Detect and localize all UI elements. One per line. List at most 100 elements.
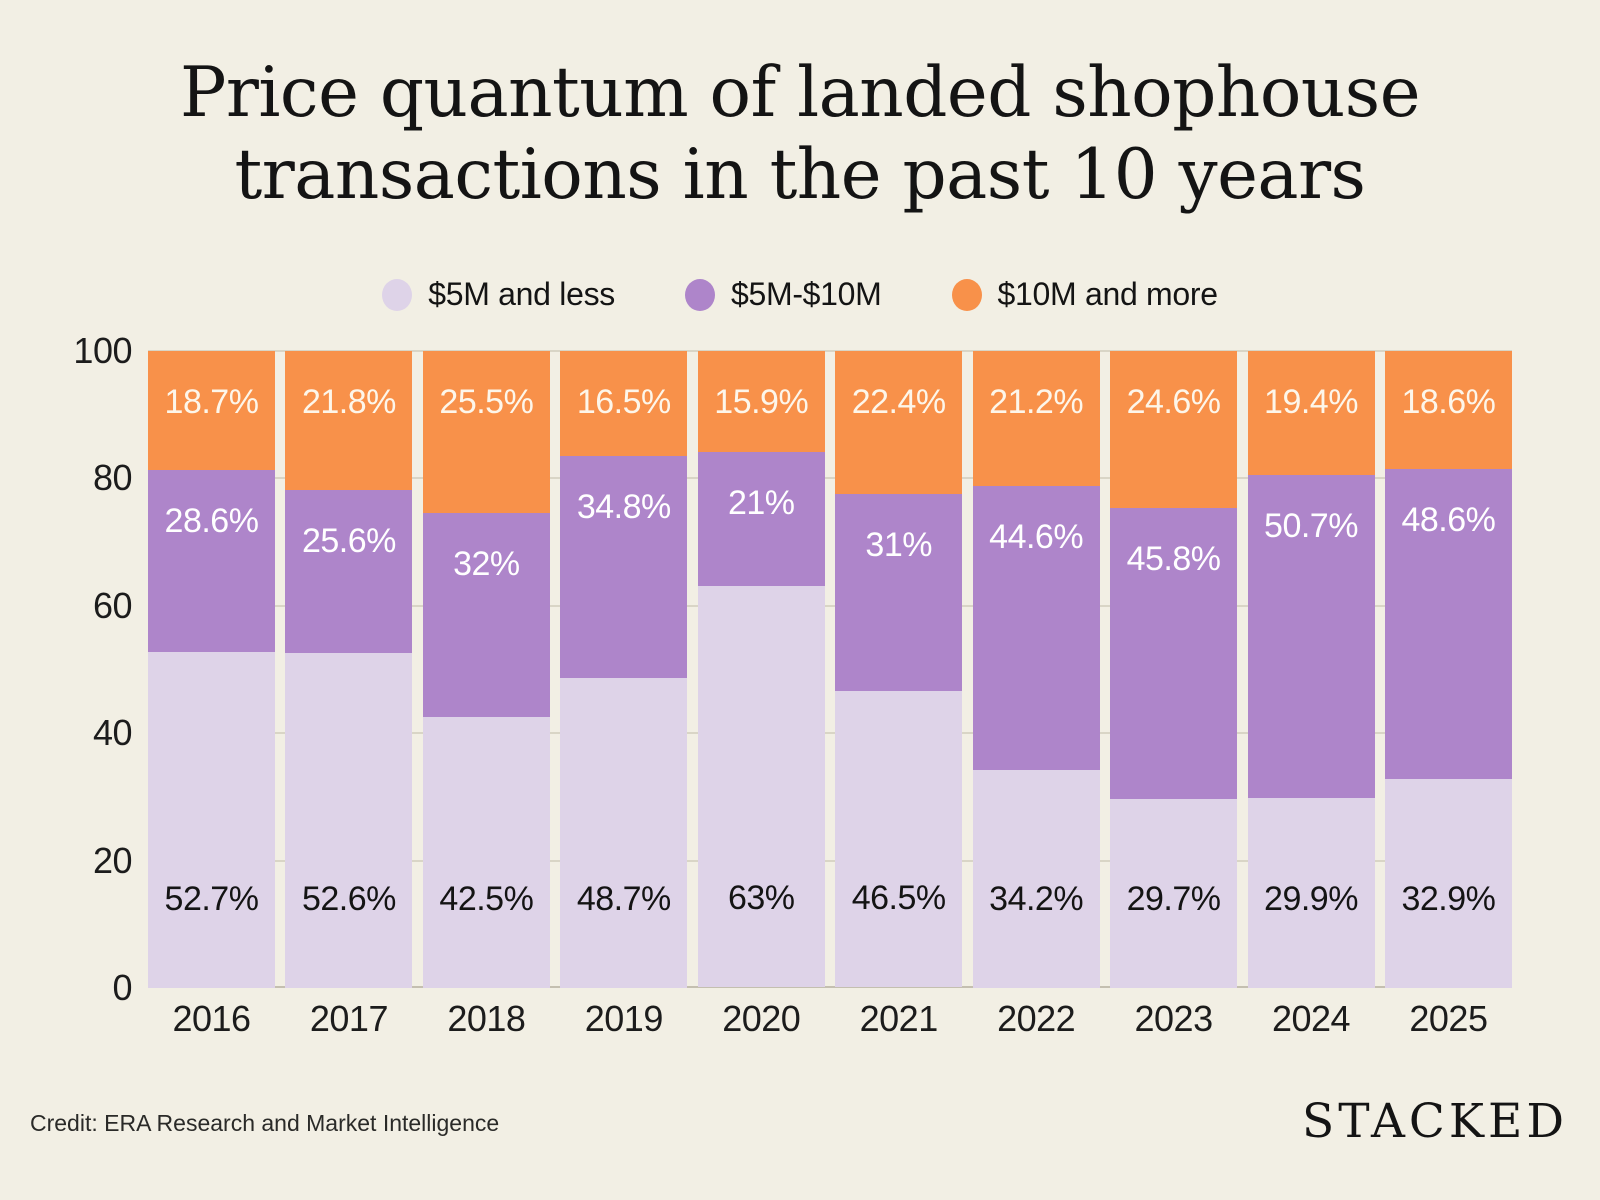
bar-segment-value-label: 32.9%: [1401, 880, 1496, 918]
bar-column[interactable]: 16.5% 34.8% 48.7%: [560, 351, 688, 988]
y-axis: 0 20 40 60 80 100: [0, 330, 133, 1008]
y-axis-tick-label: 80: [92, 457, 133, 499]
bar-segment-value-label: 21.8%: [301, 383, 396, 421]
x-axis-tick-label: 2025: [1409, 998, 1488, 1039]
bar-segment[interactable]: 42.5%: [422, 717, 550, 988]
bar-segment-value-label: 48.6%: [1401, 501, 1496, 540]
bar-segment[interactable]: 50.7%: [1247, 474, 1375, 798]
x-axis-tick-label: 2017: [309, 998, 389, 1039]
bar-segment[interactable]: 29.9%: [1247, 797, 1375, 988]
bar-segment[interactable]: 52.7%: [148, 652, 275, 988]
bar-segment[interactable]: 34.8%: [560, 456, 688, 678]
bar-segment-value-label: 48.7%: [576, 879, 671, 918]
bar-segment-value-label: 29.7%: [1126, 879, 1221, 918]
legend-item[interactable]: $10M and more: [951, 276, 1219, 313]
legend-swatch-circle-icon: [951, 278, 982, 311]
bar-segment[interactable]: 48.6%: [1384, 469, 1512, 779]
bar-segment[interactable]: 18.7%: [148, 351, 275, 471]
bar-segment-value-label: 34.2%: [989, 879, 1084, 918]
bar-segment[interactable]: 46.5%: [835, 691, 963, 988]
y-axis-tick-label: 20: [92, 839, 133, 881]
bar-segment-value-label: 52.6%: [301, 879, 396, 918]
brand-logo: STACKED: [1302, 1094, 1568, 1149]
bar-segment[interactable]: 21%: [697, 452, 825, 587]
bar-column[interactable]: 15.9% 21% 63%: [697, 351, 825, 988]
bar-segment-value-label: 50.7%: [1264, 506, 1358, 545]
bar-segment[interactable]: 19.4%: [1247, 351, 1375, 475]
bar-segment-value-label: 31%: [865, 525, 932, 564]
bar-segment[interactable]: 32%: [422, 513, 550, 718]
x-axis: 2016 2017 2018 2019 2020 2021 2022 2023 2024 2025: [148, 998, 1512, 1040]
bar-segment-value-label: 18.7%: [164, 383, 259, 421]
bar-segment-value-label: 15.9%: [714, 383, 809, 421]
bar-column[interactable]: 18.7% 28.6% 52.7%: [148, 351, 275, 988]
bar-segment-value-label: 18.6%: [1401, 383, 1496, 421]
bar-segment-value-label: 19.4%: [1264, 383, 1358, 421]
bar-segment-value-label: 44.6%: [989, 518, 1084, 557]
bar-segment[interactable]: 29.7%: [1110, 798, 1238, 988]
bar-segment-value-label: 16.5%: [576, 383, 671, 421]
bar-segment[interactable]: 21.8%: [285, 351, 413, 490]
bar-column[interactable]: 22.4% 31% 46.5%: [835, 351, 963, 988]
legend-item-label: $5M and less: [428, 276, 615, 312]
bar-segment[interactable]: 16.5%: [560, 351, 688, 457]
bar-segment[interactable]: 31%: [835, 493, 963, 692]
bar-segment-value-label: 42.5%: [439, 879, 534, 918]
x-axis-tick-label: 2021: [859, 998, 939, 1039]
bar-segment-value-label: 24.6%: [1126, 383, 1221, 421]
legend-swatch-circle-icon: [382, 278, 413, 311]
bar-segment-value-label: 28.6%: [164, 502, 259, 541]
bar-segment-value-label: 46.5%: [851, 879, 946, 918]
bar-column[interactable]: 19.4% 50.7% 29.9%: [1247, 351, 1375, 988]
bar-column[interactable]: 25.5% 32% 42.5%: [422, 351, 550, 988]
bar-group: 18.7% 28.6% 52.7% 21.8% 25.6% 52.6% 25.5% 32% 42…: [148, 351, 1512, 988]
bar-column[interactable]: 18.6% 48.6% 32.9%: [1384, 351, 1512, 988]
bar-column[interactable]: 21.2% 44.6% 34.2%: [972, 351, 1100, 988]
bar-segment[interactable]: 25.6%: [285, 489, 413, 653]
bar-column[interactable]: 24.6% 45.8% 29.7%: [1110, 351, 1238, 988]
y-axis-tick-label: 60: [92, 584, 133, 626]
credit-text: Credit: ERA Research and Market Intellig…: [30, 1110, 500, 1136]
x-axis-tick-label: 2018: [447, 998, 526, 1039]
legend-swatch-circle-icon: [684, 278, 715, 311]
bar-segment[interactable]: 45.8%: [1110, 507, 1238, 799]
bar-segment[interactable]: 48.7%: [560, 677, 688, 988]
y-axis-tick-label: 40: [92, 712, 133, 754]
title-line-1: Price quantum of landed shophouse: [179, 53, 1421, 133]
title-line-2: transactions in the past 10 years: [234, 135, 1366, 215]
bar-segment[interactable]: 18.6%: [1384, 351, 1512, 470]
legend-item[interactable]: $5M-$10M: [684, 276, 882, 313]
x-axis-tick-label: 2024: [1271, 998, 1351, 1039]
bar-column[interactable]: 21.8% 25.6% 52.6%: [285, 351, 413, 988]
plot-area: 18.7% 28.6% 52.7% 21.8% 25.6% 52.6% 25.5% 32% 42…: [148, 350, 1512, 988]
bar-segment[interactable]: 15.9%: [697, 351, 825, 453]
bar-segment[interactable]: 32.9%: [1384, 778, 1512, 988]
bar-segment-value-label: 52.7%: [164, 879, 259, 918]
bar-segment[interactable]: 24.6%: [1110, 351, 1238, 508]
x-axis-tick-label: 2020: [722, 998, 801, 1039]
bar-segment[interactable]: 52.6%: [285, 652, 413, 988]
bar-segment[interactable]: 28.6%: [148, 470, 275, 653]
bar-segment[interactable]: 21.2%: [972, 351, 1100, 487]
bar-segment-value-label: 63%: [727, 879, 795, 918]
legend-item[interactable]: $5M and less: [382, 276, 615, 313]
bar-segment-value-label: 29.9%: [1264, 879, 1358, 918]
chart-legend: $5M and less $5M-$10M $10M and more: [0, 276, 1600, 313]
bar-segment-value-label: 25.5%: [439, 383, 534, 421]
bar-segment[interactable]: 25.5%: [422, 351, 550, 514]
bar-segment[interactable]: 63%: [697, 586, 825, 988]
legend-item-label: $10M and more: [997, 276, 1219, 312]
bar-segment[interactable]: 44.6%: [972, 486, 1100, 771]
y-axis-tick-label: 0: [112, 967, 132, 1008]
bar-segment-value-label: 45.8%: [1126, 539, 1221, 578]
bar-segment[interactable]: 22.4%: [835, 351, 963, 494]
bar-segment[interactable]: 34.2%: [972, 770, 1100, 988]
bar-segment-value-label: 25.6%: [301, 521, 396, 560]
bar-segment-value-label: 22.4%: [851, 383, 946, 421]
bar-segment-value-label: 32%: [453, 545, 520, 584]
x-axis-tick-label: 2016: [172, 998, 251, 1039]
bar-segment-value-label: 34.8%: [576, 488, 671, 527]
y-axis-tick-label: 100: [73, 330, 132, 371]
x-axis-tick-label: 2022: [997, 998, 1076, 1039]
